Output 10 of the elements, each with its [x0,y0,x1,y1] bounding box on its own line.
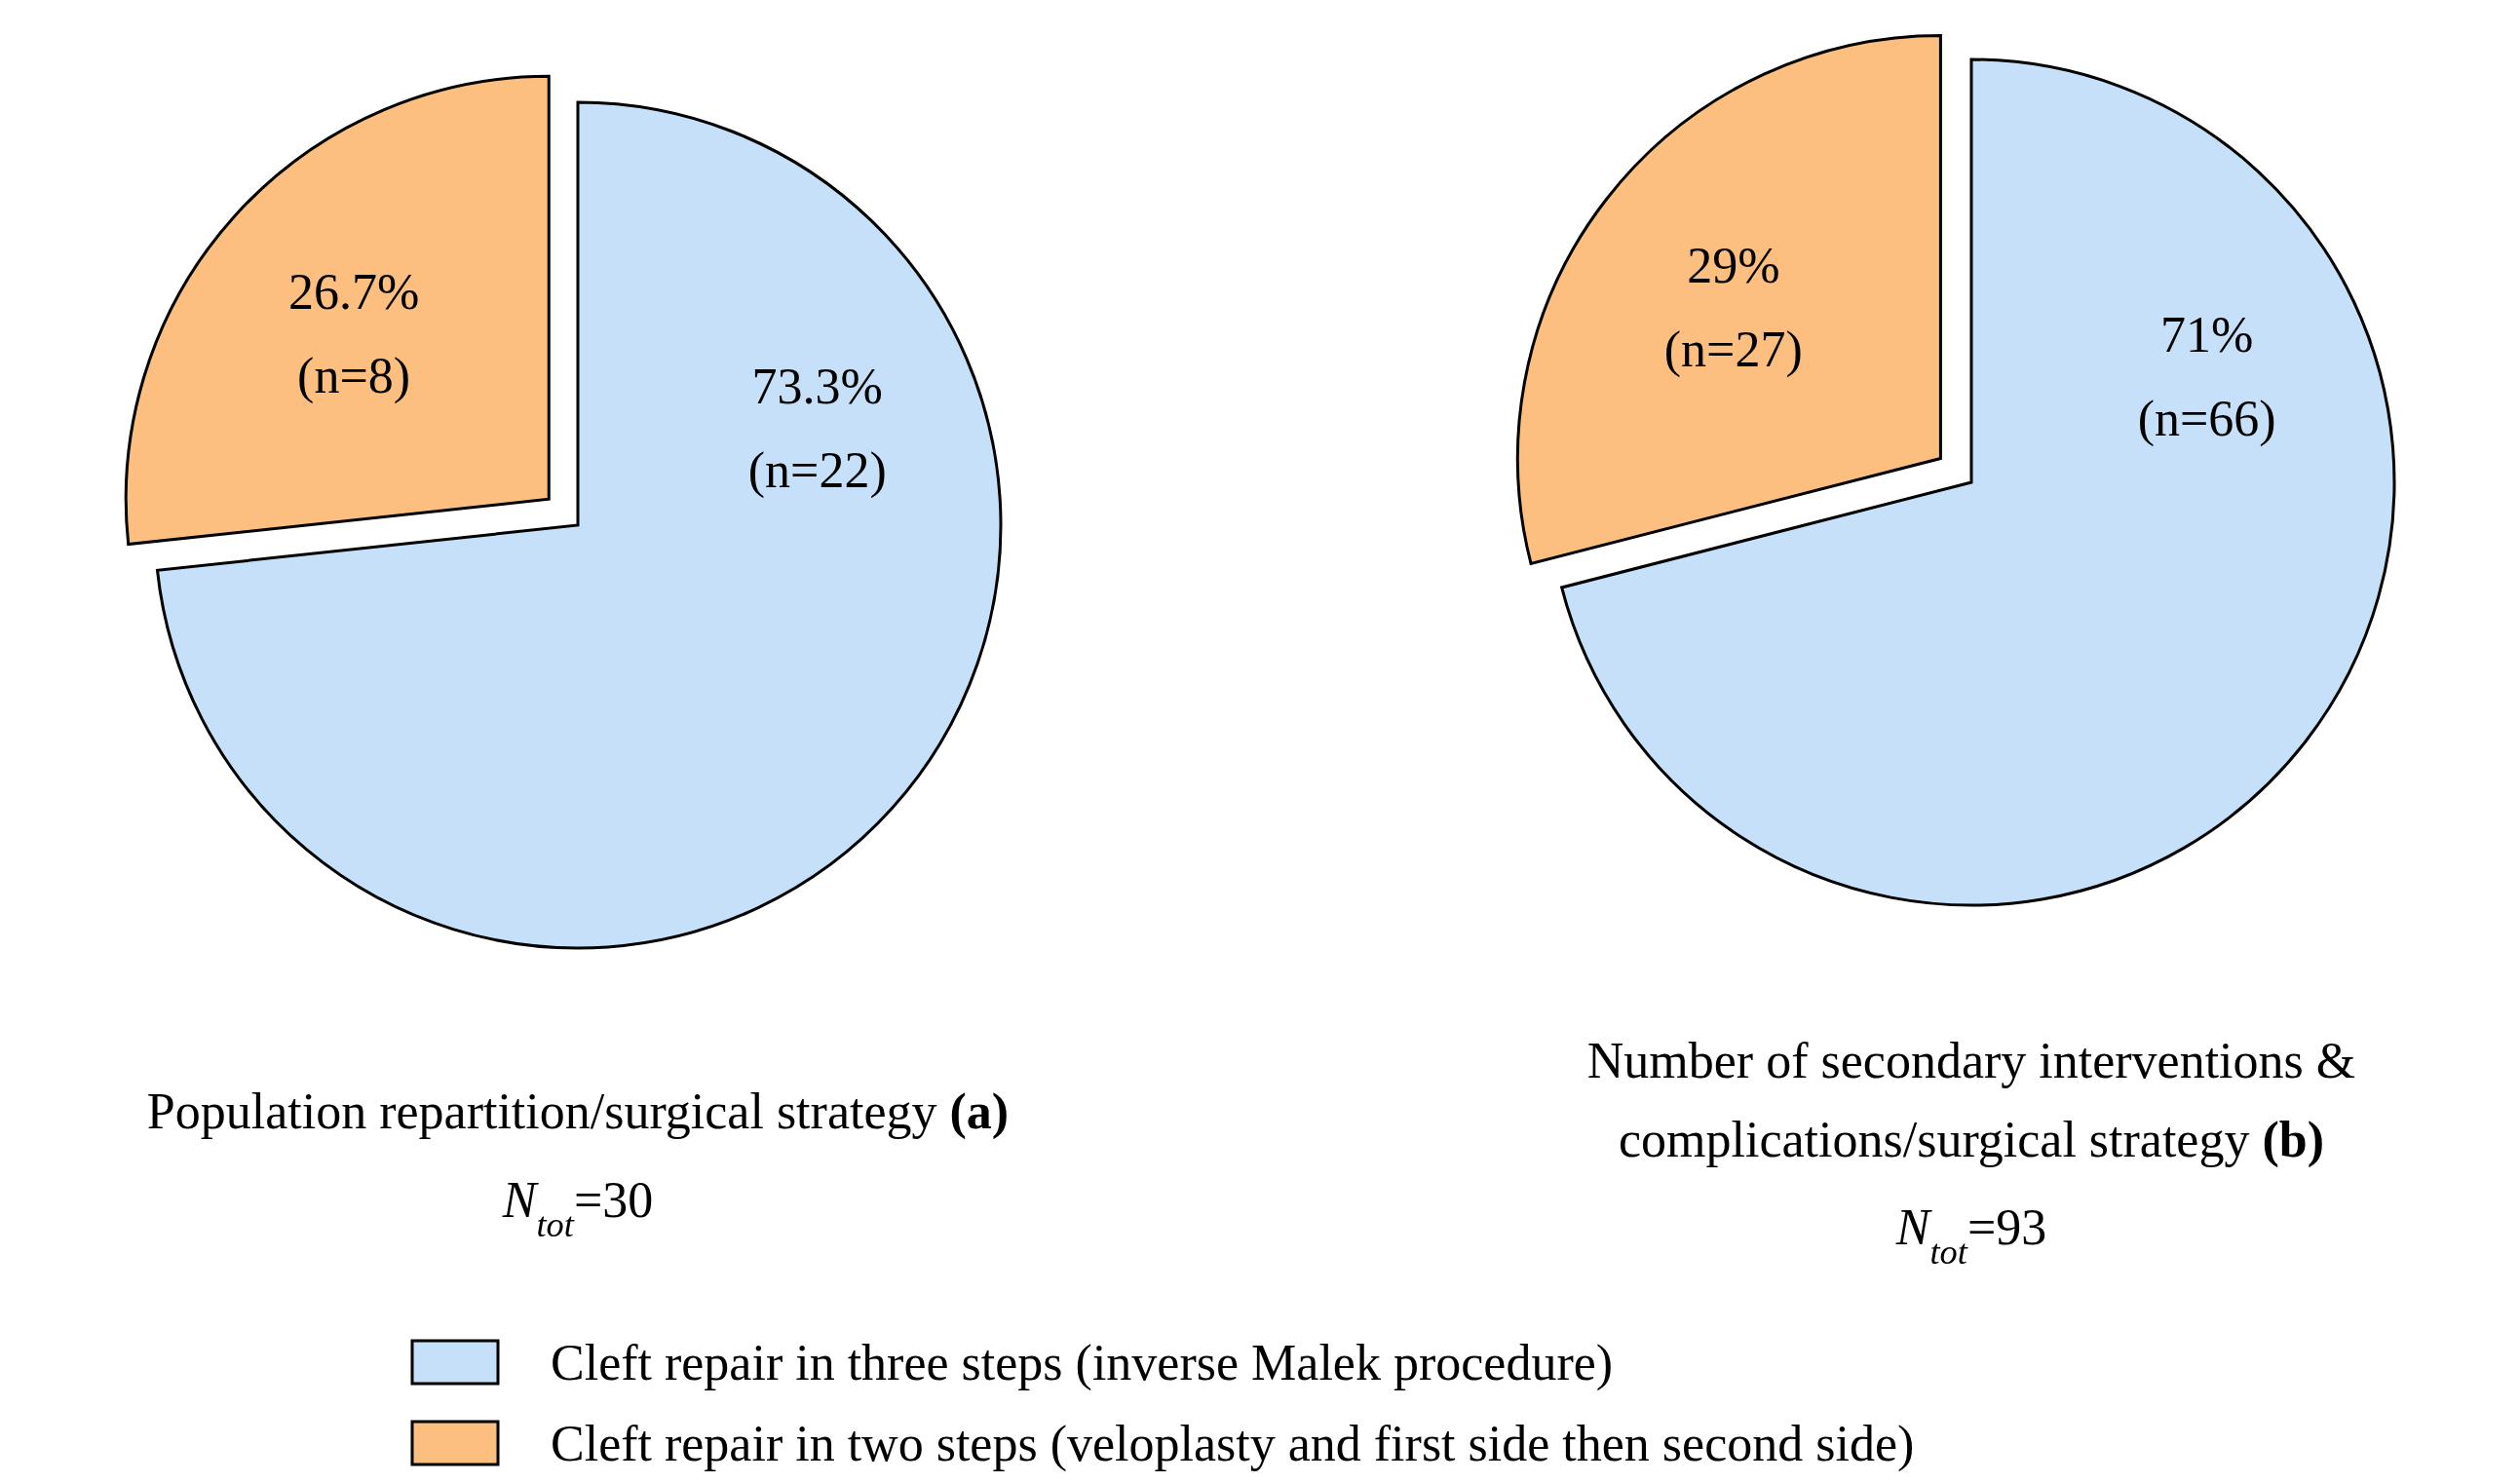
data-label: 29% (n=27) [1663,237,1803,378]
text: Population repartition/surgical strategy (a) [146,1084,1010,1140]
text: N$_{tot}$=30 [501,1171,654,1244]
data-label: 73.3% (n=22) [747,358,887,499]
data-label: 26.7% (n=8) [287,263,420,404]
text: N$_{tot}$=93 [1894,1199,2047,1273]
data-label: 71% (n=66) [2137,307,2276,447]
legend-label: Cleft repair in three steps (inverse Malek procedure) [551,1335,1614,1391]
legend-label: Cleft repair in two steps (veloplasty and first side then second side) [551,1416,1915,1472]
text: Number of secondary interventions & complications/surgical strategy (b) [1586,1033,2356,1168]
